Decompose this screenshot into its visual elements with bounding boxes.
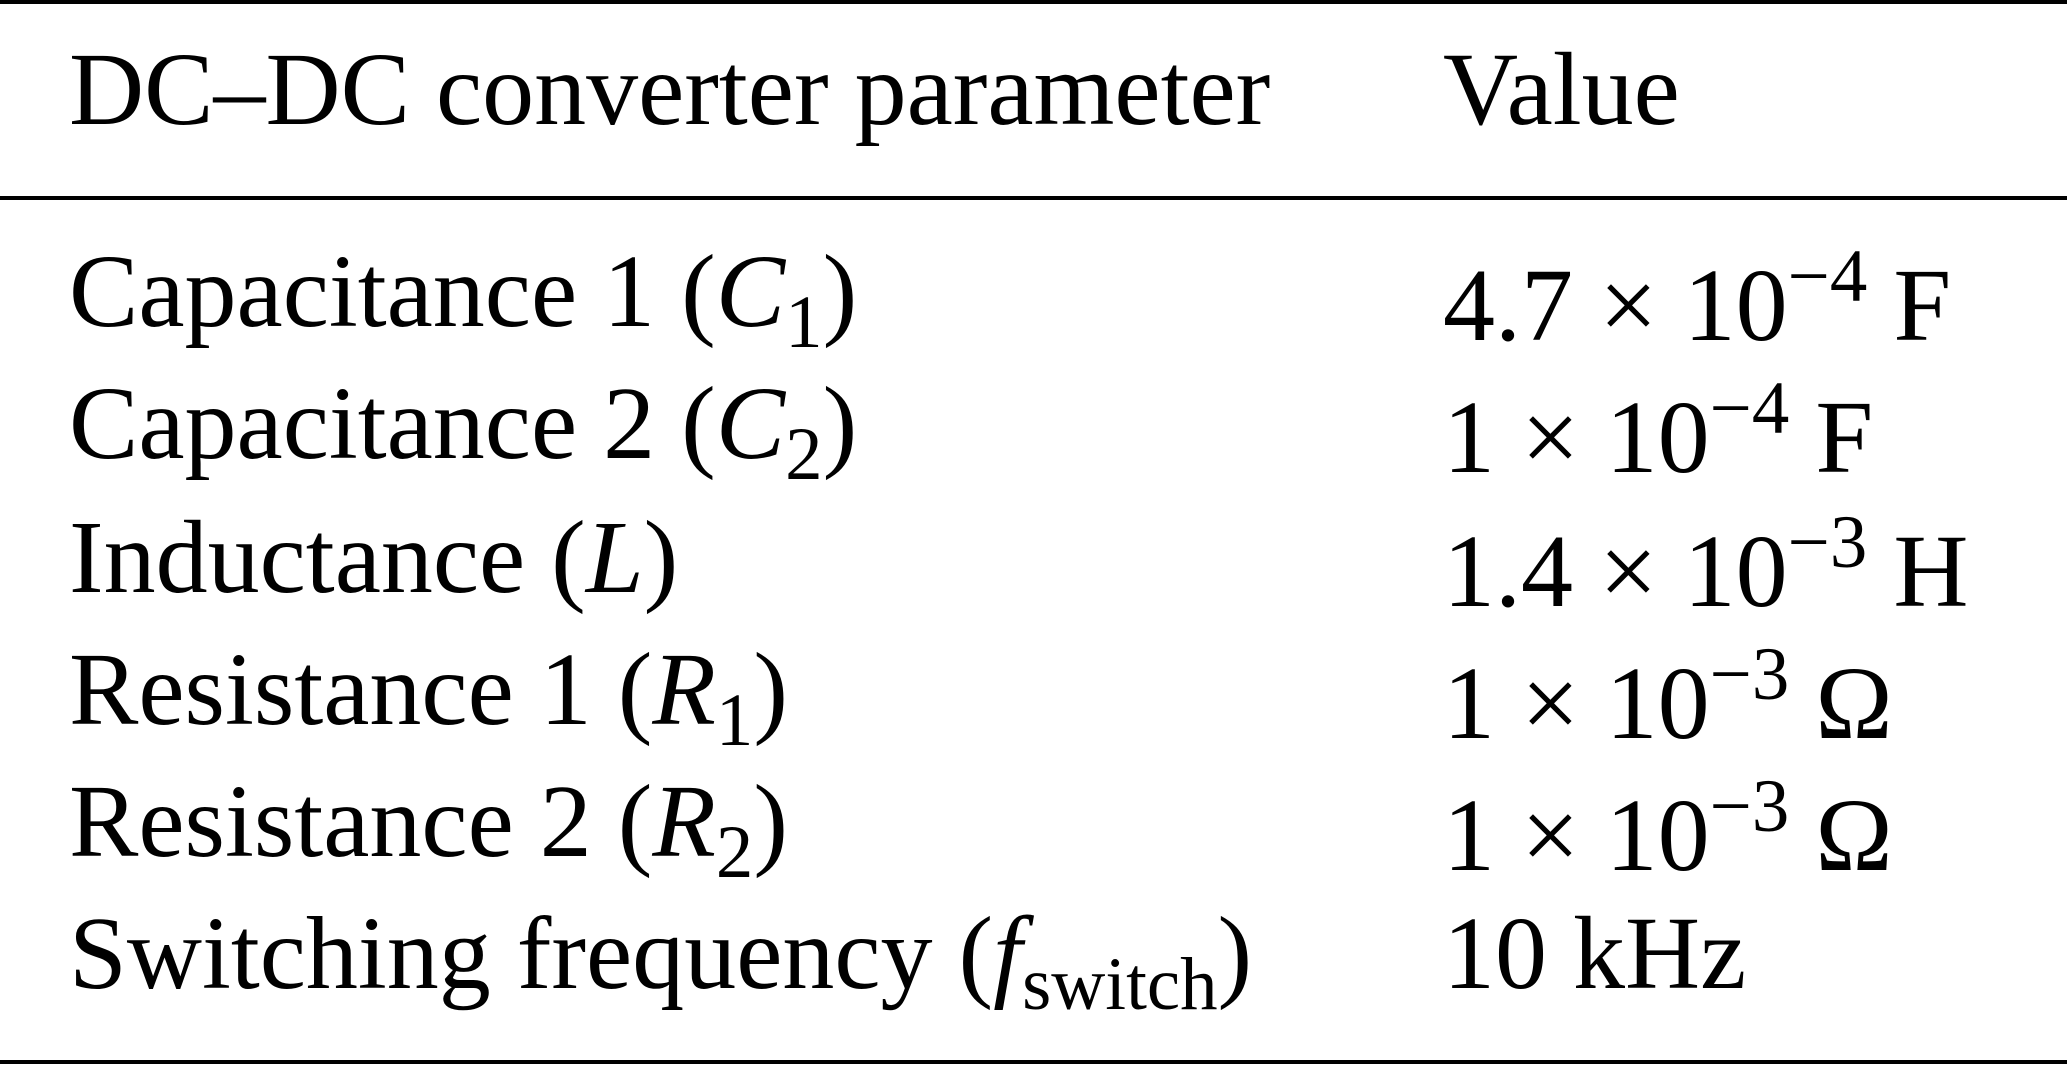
text-segment: 10 kHz — [1443, 896, 1747, 1011]
parameter-cell: Capacitance 1 (C1) — [69, 240, 857, 361]
header-rule — [0, 196, 2067, 200]
text-segment: R — [652, 632, 716, 747]
header-cell: Value — [1443, 38, 1680, 142]
text-segment: −3 — [1787, 501, 1868, 584]
text-segment: ) — [822, 234, 858, 349]
text-segment: switch — [1022, 942, 1218, 1026]
text-segment: 1 × 10 — [1443, 379, 1710, 495]
bottom-rule — [0, 1060, 2067, 1064]
text-segment: 1 × 10 — [1443, 645, 1710, 761]
text-segment: ) — [822, 366, 858, 481]
value-cell: 4.7 × 10−4 F — [1443, 239, 1951, 358]
text-segment: ) — [1217, 896, 1253, 1011]
text-segment: ) — [753, 764, 788, 879]
text-segment: R — [652, 764, 716, 879]
value-cell: 10 kHz — [1443, 902, 1746, 1006]
value-cell: 1 × 10−3 Ω — [1443, 769, 1893, 888]
text-segment: Inductance ( — [69, 500, 586, 615]
text-segment: Ω — [1789, 777, 1893, 893]
parameter-cell: Capacitance 2 (C2) — [69, 372, 857, 493]
text-segment: 1 — [715, 678, 754, 762]
text-segment: f — [993, 896, 1023, 1011]
text-segment: 2 — [785, 412, 823, 496]
value-cell: 1 × 10−3 Ω — [1443, 637, 1893, 756]
text-segment: F — [1789, 379, 1874, 495]
text-segment: Capacitance 2 ( — [69, 366, 716, 481]
text-segment: −4 — [1787, 235, 1868, 318]
text-segment: 1 × 10 — [1443, 777, 1710, 893]
header-cell: DC–DC converter parameter — [69, 38, 1270, 142]
text-segment: Value — [1443, 32, 1680, 147]
parameter-cell: Resistance 2 (R2) — [69, 770, 788, 891]
text-segment: Resistance 1 ( — [69, 632, 653, 747]
text-segment: Switching frequency ( — [69, 896, 994, 1011]
text-segment: Ω — [1789, 645, 1893, 761]
text-segment: ) — [643, 500, 679, 615]
parameter-cell: Resistance 1 (R1) — [69, 638, 788, 759]
text-segment: −4 — [1709, 367, 1790, 450]
text-segment: H — [1867, 513, 1969, 629]
text-segment: 1.4 × 10 — [1443, 513, 1788, 629]
text-segment: Capacitance 1 ( — [69, 234, 716, 349]
parameter-cell: Switching frequency (fswitch) — [69, 902, 1252, 1023]
text-segment: F — [1867, 247, 1952, 363]
text-segment: −3 — [1709, 633, 1790, 716]
value-cell: 1 × 10−4 F — [1443, 371, 1873, 490]
text-segment: −3 — [1709, 765, 1790, 848]
text-segment: Resistance 2 ( — [69, 764, 653, 879]
text-segment: C — [715, 234, 786, 349]
value-cell: 1.4 × 10−3 H — [1443, 505, 1968, 624]
text-segment: DC–DC converter parameter — [69, 32, 1271, 147]
text-segment: 4.7 × 10 — [1443, 247, 1788, 363]
text-segment: ) — [753, 632, 788, 747]
text-segment: L — [585, 500, 644, 615]
text-segment: 2 — [715, 810, 754, 894]
text-segment: C — [715, 366, 786, 481]
parameter-cell: Inductance (L) — [69, 506, 678, 610]
top-rule — [0, 0, 2067, 4]
text-segment: 1 — [785, 280, 823, 364]
